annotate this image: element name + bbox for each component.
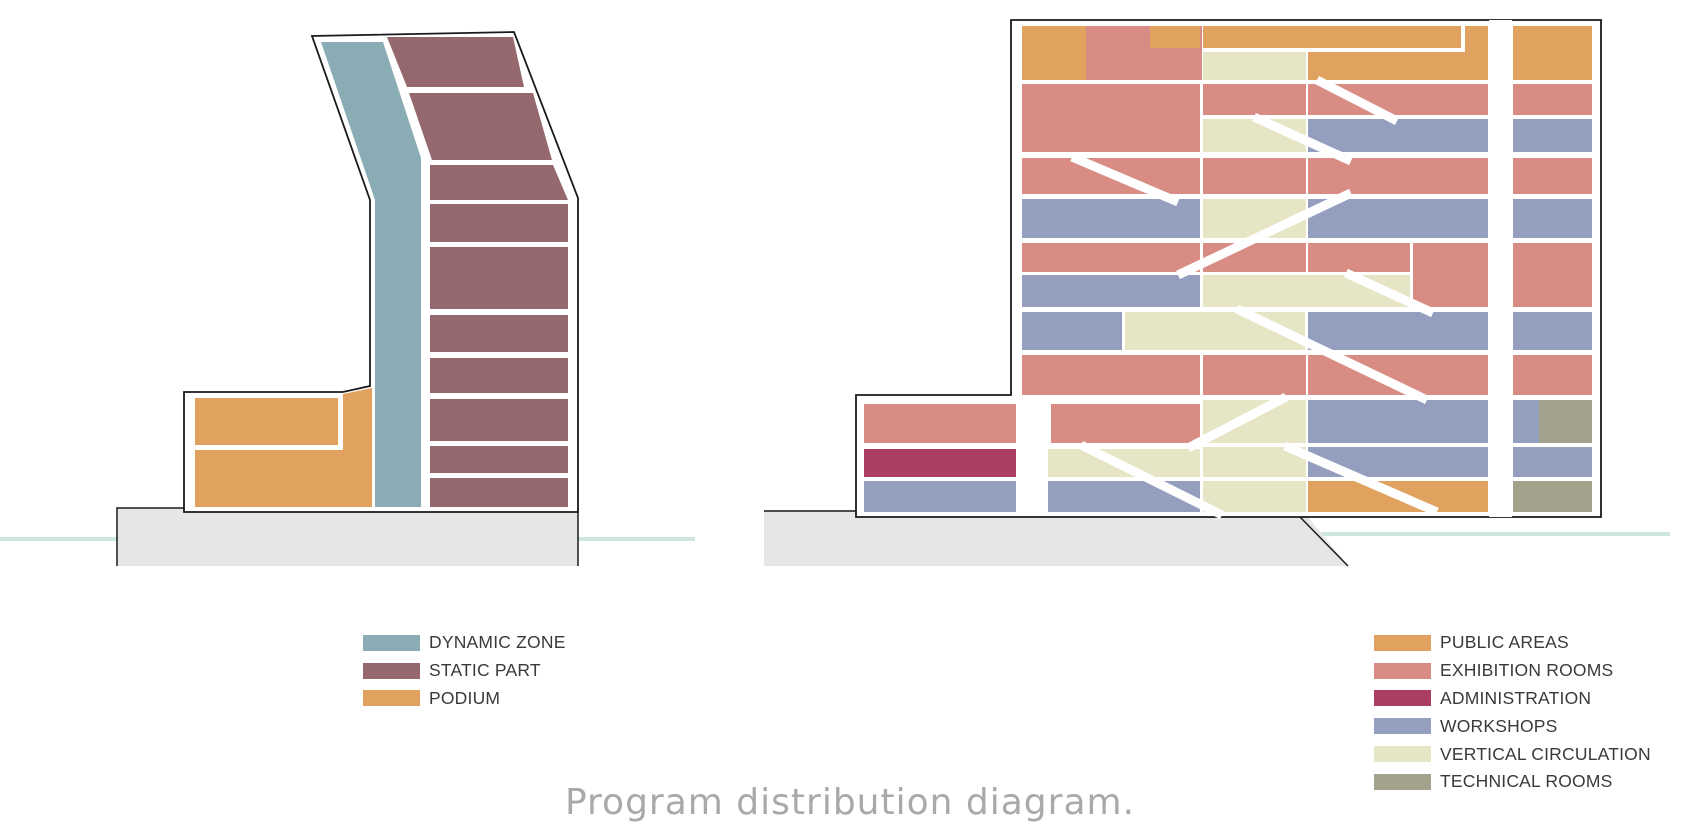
workshops-room bbox=[1308, 400, 1488, 443]
legend-swatch-static-part bbox=[363, 662, 420, 679]
legend-item-vertical-circulation: VERTICAL CIRCULATION bbox=[1374, 740, 1651, 768]
exhibition-rooms-room bbox=[1203, 84, 1306, 115]
public-areas-room bbox=[1513, 26, 1592, 80]
legend-swatch-dynamic-zone bbox=[363, 634, 420, 651]
exhibition-rooms-room bbox=[1308, 158, 1488, 194]
static-part-floor bbox=[430, 204, 568, 242]
left-building-section bbox=[0, 31, 695, 566]
ground-outline bbox=[116, 507, 184, 566]
staircase-ramp bbox=[1283, 441, 1439, 517]
staircase-ramp bbox=[1252, 112, 1353, 166]
staircase-ramp bbox=[1176, 188, 1353, 280]
static-part-floor bbox=[430, 315, 568, 352]
public-areas-room bbox=[1150, 26, 1200, 48]
legend-item-technical-rooms: TECHNICAL ROOMS bbox=[1374, 768, 1651, 796]
exhibition-rooms-room bbox=[1203, 158, 1306, 194]
staircase-ramp bbox=[1078, 440, 1225, 520]
exhibition-rooms-room bbox=[1203, 355, 1306, 395]
legend-item-exhibition-rooms: EXHIBITION ROOMS bbox=[1374, 657, 1651, 685]
right-legend: PUBLIC AREAS EXHIBITION ROOMS ADMINISTRA… bbox=[1374, 629, 1651, 796]
legend-label-exhibition-rooms: EXHIBITION ROOMS bbox=[1440, 660, 1614, 681]
exhibition-rooms-room bbox=[1413, 243, 1488, 307]
legend-label-dynamic-zone: DYNAMIC ZONE bbox=[429, 632, 566, 653]
staircase-ramp bbox=[1314, 75, 1400, 126]
static-part-floor bbox=[430, 247, 568, 309]
exhibition-rooms-room bbox=[1051, 404, 1200, 443]
legend-item-workshops: WORKSHOPS bbox=[1374, 712, 1651, 740]
podium-block bbox=[195, 388, 372, 507]
right-building-section bbox=[764, 19, 1670, 567]
static-part-floor bbox=[409, 93, 552, 160]
workshops-room bbox=[1513, 199, 1592, 238]
legend-swatch-exhibition-rooms bbox=[1374, 662, 1431, 679]
static-part-floor bbox=[430, 446, 568, 473]
legend-swatch-vertical-circulation bbox=[1374, 746, 1431, 763]
static-part-floor bbox=[430, 478, 568, 507]
workshops-room bbox=[1513, 400, 1539, 443]
workshops-room bbox=[1022, 275, 1200, 307]
vertical-circulation-room bbox=[1203, 52, 1306, 80]
workshops-room bbox=[1513, 119, 1592, 152]
legend-label-podium: PODIUM bbox=[429, 687, 501, 708]
workshops-room bbox=[1022, 312, 1122, 350]
workshops-room bbox=[864, 481, 1016, 512]
staircase-ramp bbox=[1185, 393, 1289, 452]
technical-rooms-room bbox=[1513, 481, 1592, 512]
legend-label-technical-rooms: TECHNICAL ROOMS bbox=[1440, 771, 1613, 792]
exhibition-rooms-room bbox=[1513, 355, 1592, 395]
workshops-room bbox=[1022, 199, 1200, 238]
legend-swatch-public-areas bbox=[1374, 634, 1431, 651]
legend-item-podium: PODIUM bbox=[363, 685, 566, 713]
staircase-ramp bbox=[1235, 304, 1429, 405]
staircase-ramp bbox=[1344, 268, 1435, 318]
vertical-shaft bbox=[1489, 20, 1512, 517]
exhibition-rooms-room bbox=[1513, 158, 1592, 194]
static-part-floor bbox=[387, 37, 524, 87]
podium-block bbox=[195, 398, 338, 445]
exhibition-rooms-room bbox=[1022, 243, 1200, 272]
workshops-room bbox=[1513, 447, 1592, 477]
static-part-floor bbox=[430, 358, 568, 393]
staircase-ramp bbox=[1070, 152, 1180, 207]
public-areas-room bbox=[1022, 26, 1086, 80]
exhibition-rooms-room bbox=[1022, 355, 1200, 395]
exhibition-rooms-room bbox=[1308, 243, 1410, 272]
legend-swatch-workshops bbox=[1374, 718, 1431, 735]
workshops-room bbox=[1308, 199, 1488, 238]
legend-item-static-part: STATIC PART bbox=[363, 657, 566, 685]
workshops-room bbox=[1308, 312, 1488, 350]
legend-swatch-administration bbox=[1374, 690, 1431, 707]
legend-item-administration: ADMINISTRATION bbox=[1374, 685, 1651, 713]
administration-room bbox=[864, 449, 1016, 477]
legend-label-public-areas: PUBLIC AREAS bbox=[1440, 632, 1569, 653]
exhibition-rooms-room bbox=[1513, 84, 1592, 115]
left-legend: DYNAMIC ZONE STATIC PART PODIUM bbox=[363, 629, 566, 712]
legend-item-dynamic-zone: DYNAMIC ZONE bbox=[363, 629, 566, 657]
legend-label-administration: ADMINISTRATION bbox=[1440, 687, 1592, 708]
public-areas-room bbox=[1203, 26, 1461, 48]
legend-swatch-technical-rooms bbox=[1374, 773, 1431, 790]
exhibition-rooms-room bbox=[864, 404, 1016, 443]
workshops-room bbox=[1513, 312, 1592, 350]
exhibition-rooms-room bbox=[1513, 243, 1592, 307]
diagram-caption: Program distribution diagram. bbox=[564, 782, 1136, 823]
static-part-floor bbox=[430, 165, 568, 200]
exhibition-rooms-room bbox=[1022, 84, 1200, 152]
vertical-circulation-room bbox=[1203, 481, 1306, 512]
ground-outline bbox=[1299, 516, 1349, 567]
legend-label-vertical-circulation: VERTICAL CIRCULATION bbox=[1440, 743, 1651, 764]
legend-label-static-part: STATIC PART bbox=[429, 660, 541, 681]
legend-swatch-podium bbox=[363, 690, 420, 707]
dynamic-zone bbox=[321, 42, 421, 507]
technical-rooms-room bbox=[1539, 400, 1592, 443]
legend-label-workshops: WORKSHOPS bbox=[1440, 715, 1558, 736]
public-areas-room bbox=[1308, 52, 1488, 80]
workshops-room bbox=[1308, 119, 1488, 152]
static-part-floor bbox=[430, 399, 568, 441]
legend-item-public-areas: PUBLIC AREAS bbox=[1374, 629, 1651, 657]
ground-block bbox=[117, 508, 578, 566]
ground-block bbox=[764, 510, 1348, 566]
